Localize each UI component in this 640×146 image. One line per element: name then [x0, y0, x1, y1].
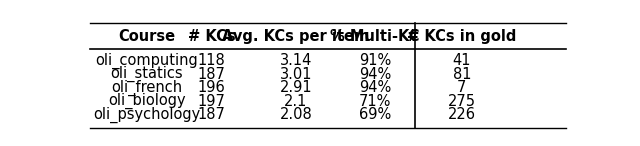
Text: 275: 275 — [448, 94, 476, 109]
Text: oli_statics: oli_statics — [111, 66, 183, 82]
Text: # KCs in gold: # KCs in gold — [407, 29, 516, 44]
Text: 226: 226 — [448, 107, 476, 122]
Text: 2.08: 2.08 — [280, 107, 312, 122]
Text: 3.01: 3.01 — [280, 67, 312, 82]
Text: oli_biology: oli_biology — [108, 93, 186, 109]
Text: 197: 197 — [198, 94, 225, 109]
Text: 187: 187 — [198, 107, 225, 122]
Text: 41: 41 — [452, 53, 471, 68]
Text: oli_computing: oli_computing — [95, 53, 198, 69]
Text: 94%: 94% — [359, 80, 391, 95]
Text: 7: 7 — [457, 80, 467, 95]
Text: Avg. KCs per item: Avg. KCs per item — [222, 29, 369, 44]
Text: 2.91: 2.91 — [280, 80, 312, 95]
Text: oli_psychology: oli_psychology — [93, 107, 200, 123]
Text: 3.14: 3.14 — [280, 53, 312, 68]
Text: 187: 187 — [198, 67, 225, 82]
Text: 81: 81 — [452, 67, 471, 82]
Text: Course: Course — [118, 29, 175, 44]
Text: 94%: 94% — [359, 67, 391, 82]
Text: # KCs: # KCs — [188, 29, 236, 44]
Text: 2.1: 2.1 — [284, 94, 307, 109]
Text: 118: 118 — [198, 53, 225, 68]
Text: 71%: 71% — [359, 94, 391, 109]
Text: 196: 196 — [198, 80, 225, 95]
Text: 69%: 69% — [359, 107, 391, 122]
Text: 91%: 91% — [359, 53, 391, 68]
Text: oli_french: oli_french — [111, 80, 182, 96]
Text: % Multi-KC: % Multi-KC — [330, 29, 420, 44]
